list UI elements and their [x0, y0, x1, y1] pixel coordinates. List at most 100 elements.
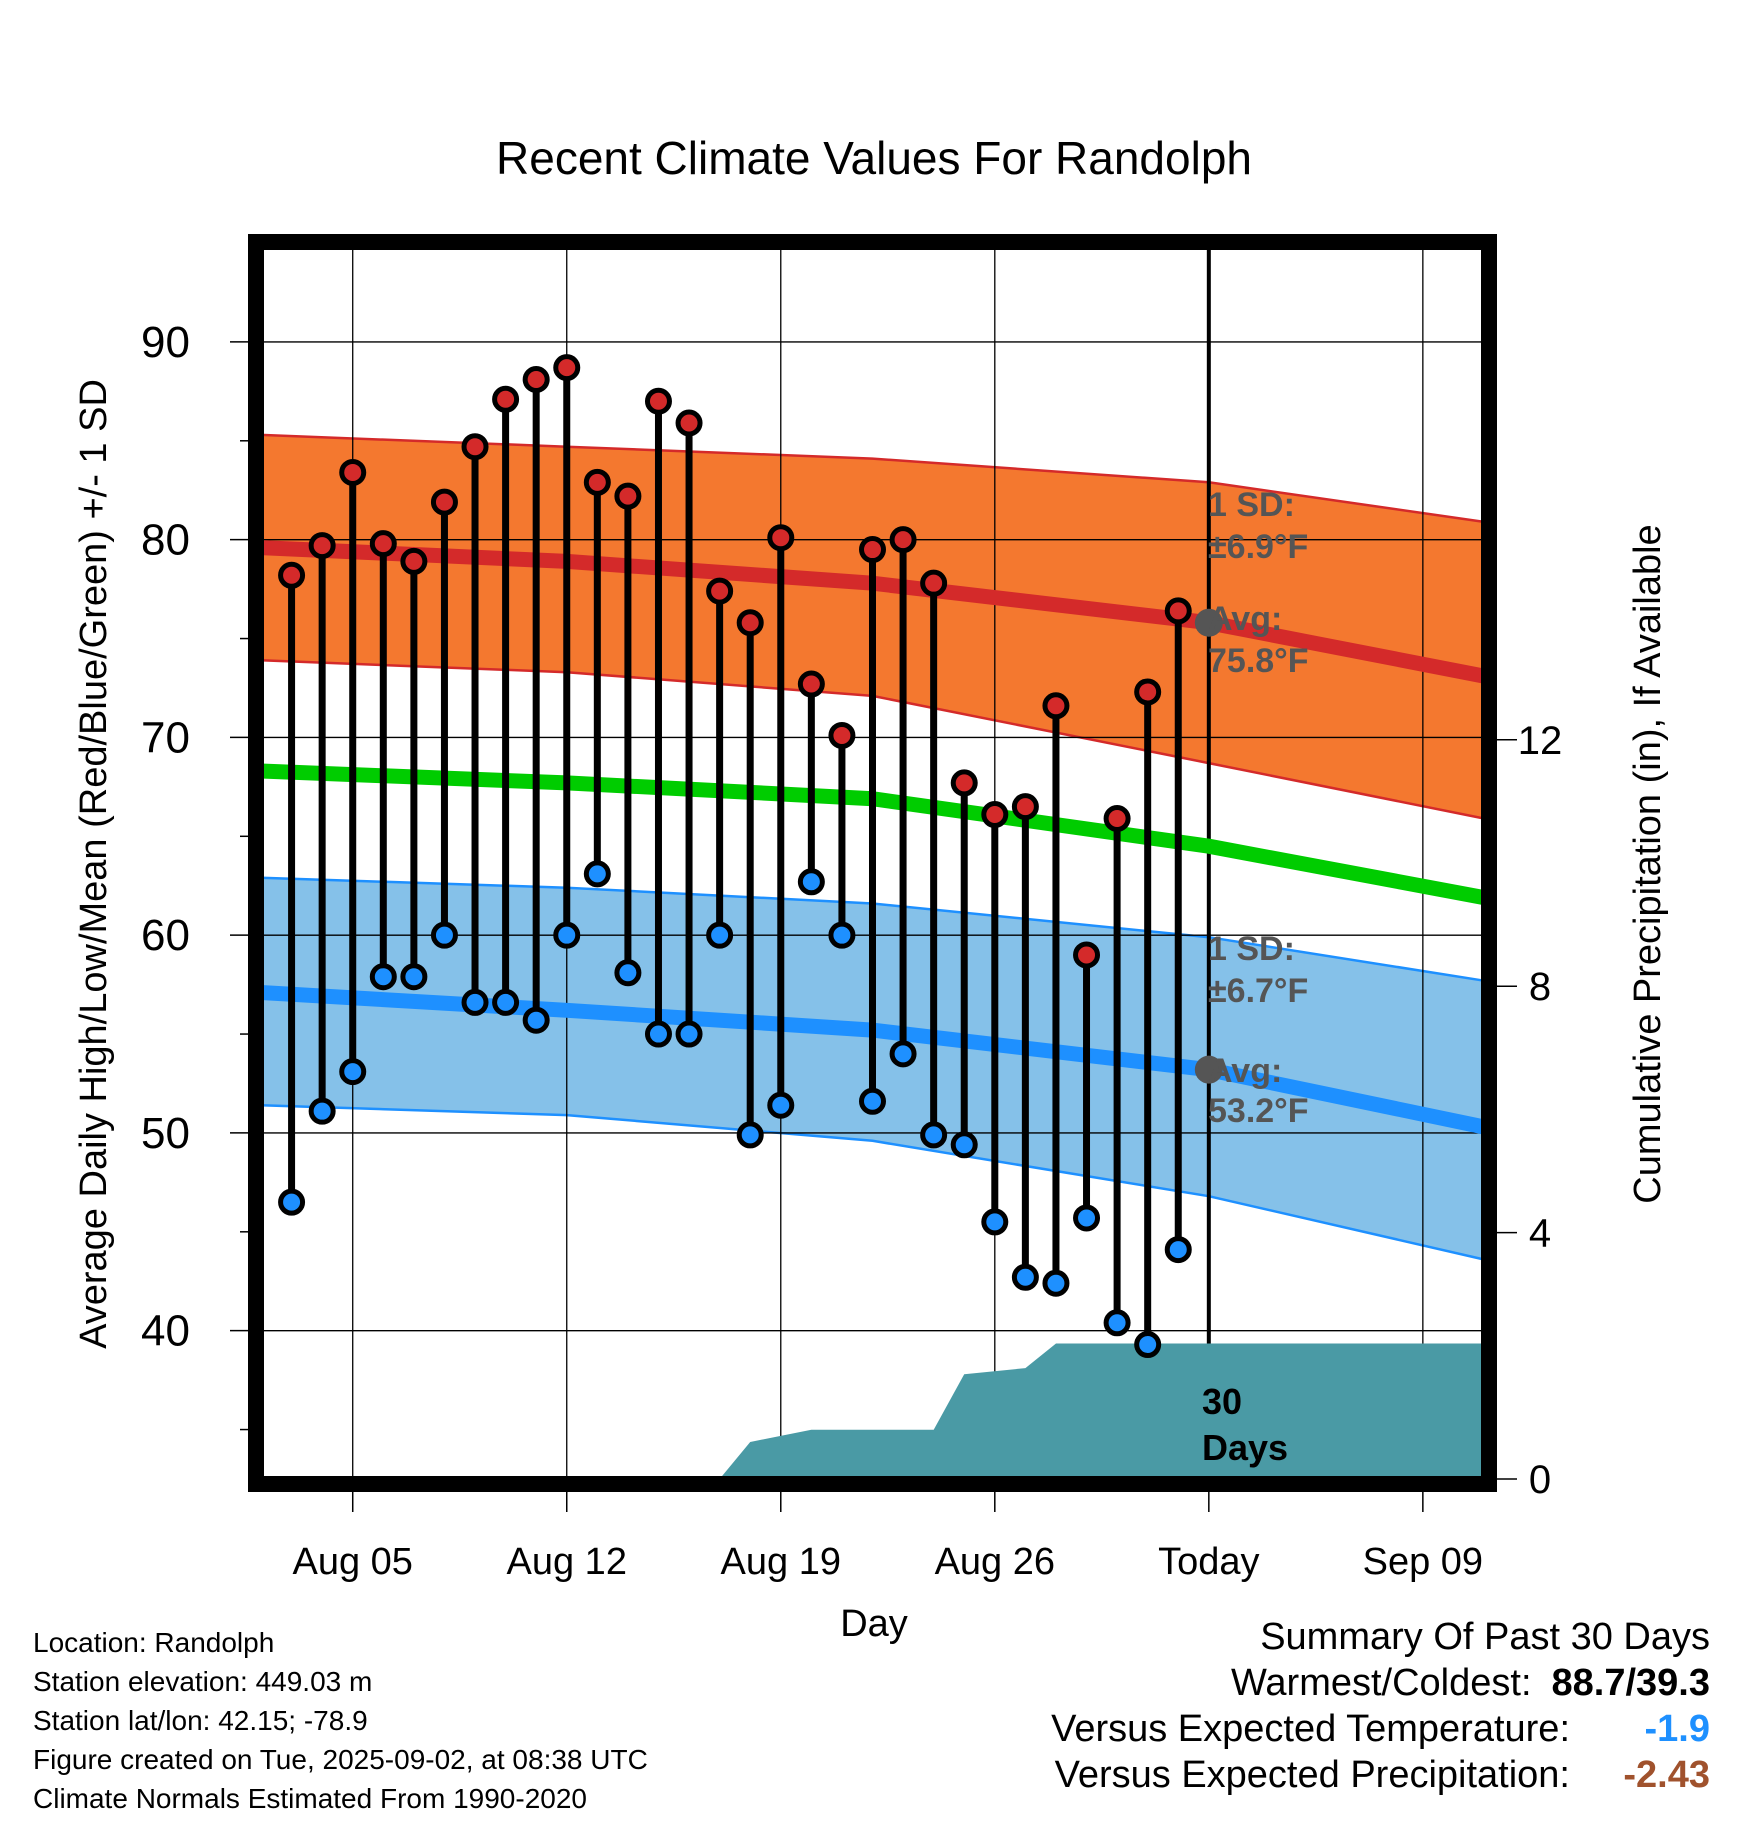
chart-title: Recent Climate Values For Randolph [496, 132, 1252, 184]
high-point [1073, 941, 1101, 969]
elevation-text: Station elevation: 449.03 m [33, 1666, 373, 1697]
low-point [950, 1131, 978, 1159]
precipitation-fill [719, 1343, 1484, 1479]
low-point [706, 921, 734, 949]
high-point [828, 721, 856, 749]
low-sd-value: ±6.7°F [1208, 972, 1308, 1010]
high-point [461, 433, 489, 461]
low-point [461, 988, 489, 1016]
high-point [1134, 678, 1162, 706]
high-point [522, 365, 550, 393]
high-point [675, 409, 703, 437]
high-point [1042, 692, 1070, 720]
high-point [767, 524, 795, 552]
low-point [828, 921, 856, 949]
daily-observations [278, 354, 1192, 1359]
high-point [278, 561, 306, 589]
created-text: Figure created on Tue, 2025-09-02, at 08… [33, 1744, 648, 1775]
location-text: Location: Randolph [33, 1627, 275, 1658]
period-label-1: 30 [1202, 1381, 1242, 1422]
summary-warmest-coldest: Warmest/Coldest: 88.7/39.3 [1051, 1660, 1710, 1706]
y-tick-label: 90 [141, 318, 190, 367]
normals-text: Climate Normals Estimated From 1990-2020 [33, 1783, 587, 1814]
high-avg-label: Avg: [1208, 600, 1282, 638]
precip-departure-value: -2.43 [1623, 1754, 1710, 1796]
low-point [522, 1006, 550, 1034]
low-point [920, 1121, 948, 1149]
low-avg-label: Avg: [1208, 1052, 1282, 1090]
y2-axis-label: Cumulative Precipitation (in), If Availa… [1627, 524, 1669, 1203]
y-tick-label: 70 [141, 713, 190, 762]
x-tick-label: Sep 09 [1363, 1541, 1483, 1583]
station-info: Location: Randolph Station elevation: 44… [33, 1623, 648, 1818]
low-point [644, 1020, 672, 1048]
axes: 40 50 60 70 80 90 0 4 8 12 Aug 05 Aug 12 Aug 19 Aug 2… [141, 318, 1562, 1583]
high-point [950, 769, 978, 797]
low-point [797, 868, 825, 896]
y2-tick-label: 0 [1529, 1458, 1551, 1502]
high-point [644, 387, 672, 415]
low-point [278, 1188, 306, 1216]
low-point [400, 963, 428, 991]
y-tick-label: 80 [141, 516, 190, 565]
x-tick-label: Today [1158, 1541, 1259, 1583]
plot-frame [248, 234, 1497, 1492]
summary-temperature: Versus Expected Temperature: -1.9 [1051, 1706, 1710, 1752]
y2-tick-label: 12 [1518, 719, 1563, 763]
high-point [308, 532, 336, 560]
x-axis-label: Day [840, 1603, 908, 1645]
low-point [369, 963, 397, 991]
low-point [1164, 1236, 1192, 1264]
annotations: 1 SD: ±6.9°F Avg: 75.8°F 1 SD: ±6.7°F Av… [1202, 486, 1309, 1468]
low-point [1073, 1204, 1101, 1232]
low-point [767, 1091, 795, 1119]
high-point [1103, 805, 1131, 833]
low-point [614, 959, 642, 987]
y-tick-label: 40 [141, 1307, 190, 1356]
high-point [859, 536, 886, 564]
low-point [1134, 1331, 1162, 1359]
high-sd-label: 1 SD: [1208, 486, 1295, 524]
high-point [339, 458, 367, 486]
today-low-avg-marker [1194, 1055, 1223, 1084]
high-point [706, 577, 734, 605]
x-tick-label: Aug 19 [721, 1541, 841, 1583]
high-point [400, 547, 428, 575]
low-point [430, 921, 458, 949]
low-point [553, 921, 581, 949]
high-point [430, 488, 458, 516]
high-point [797, 670, 825, 698]
low-point [675, 1020, 703, 1048]
low-point [1011, 1263, 1039, 1291]
high-sd-value: ±6.9°F [1208, 528, 1308, 566]
high-point [981, 801, 1009, 829]
high-avg-value: 75.8°F [1208, 642, 1309, 680]
plot-border [248, 234, 1497, 1492]
low-point [736, 1121, 764, 1149]
precipitation-area [719, 1343, 1484, 1479]
low-point [1042, 1269, 1070, 1297]
summary-panel: Summary Of Past 30 Days Warmest/Coldest:… [1051, 1614, 1710, 1798]
y2-tick-label: 8 [1529, 965, 1551, 1009]
summary-title: Summary Of Past 30 Days [1260, 1616, 1710, 1658]
low-point [583, 860, 611, 888]
low-point [1103, 1309, 1131, 1337]
high-point [553, 354, 581, 382]
latlon-text: Station lat/lon: 42.15; -78.9 [33, 1705, 368, 1736]
warmest-coldest-value: 88.7/39.3 [1551, 1662, 1710, 1704]
low-point [308, 1097, 336, 1125]
high-point [492, 385, 520, 413]
high-point [920, 569, 948, 597]
high-point [614, 482, 642, 510]
low-point [981, 1208, 1009, 1236]
low-sd-label: 1 SD: [1208, 930, 1295, 968]
y-axis-label: Average Daily High/Low/Mean (Red/Blue/Gr… [73, 379, 115, 1349]
low-point [492, 988, 520, 1016]
temp-departure-value: -1.9 [1644, 1708, 1710, 1750]
high-point [583, 468, 611, 496]
period-label-2: Days [1202, 1427, 1288, 1468]
high-point [889, 526, 917, 554]
low_band-lower-edge [260, 1103, 1485, 1261]
y2-tick-label: 4 [1529, 1212, 1551, 1256]
